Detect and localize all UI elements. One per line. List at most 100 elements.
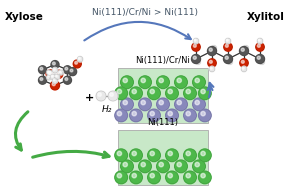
Circle shape: [191, 54, 200, 64]
Circle shape: [132, 89, 136, 94]
Circle shape: [52, 83, 55, 86]
Circle shape: [186, 174, 191, 178]
Circle shape: [225, 44, 228, 47]
Circle shape: [242, 67, 244, 69]
Circle shape: [227, 60, 233, 64]
Circle shape: [257, 44, 260, 47]
Circle shape: [166, 171, 178, 184]
Circle shape: [50, 81, 59, 90]
Circle shape: [69, 68, 77, 76]
Circle shape: [47, 70, 56, 78]
Circle shape: [51, 75, 53, 77]
Circle shape: [96, 91, 106, 101]
Circle shape: [51, 70, 59, 79]
Circle shape: [199, 109, 211, 122]
Circle shape: [121, 160, 133, 173]
Circle shape: [193, 56, 196, 59]
Circle shape: [139, 160, 151, 173]
Text: Ni(111): Ni(111): [148, 118, 179, 127]
Circle shape: [139, 76, 151, 88]
Circle shape: [194, 39, 196, 41]
Circle shape: [53, 68, 55, 70]
Circle shape: [257, 38, 263, 44]
Circle shape: [175, 76, 187, 88]
Circle shape: [123, 78, 127, 83]
Circle shape: [141, 162, 146, 167]
Text: H₂: H₂: [102, 105, 112, 115]
Circle shape: [184, 149, 196, 162]
Circle shape: [177, 100, 182, 105]
Circle shape: [40, 78, 43, 81]
Text: Ni(111)/Cr/Ni > Ni(111): Ni(111)/Cr/Ni > Ni(111): [92, 8, 198, 17]
Circle shape: [244, 46, 246, 48]
Circle shape: [255, 54, 264, 64]
Circle shape: [224, 43, 232, 51]
Circle shape: [132, 151, 136, 156]
Circle shape: [201, 89, 205, 94]
Circle shape: [199, 171, 211, 184]
Circle shape: [150, 151, 155, 156]
Circle shape: [117, 112, 122, 116]
Circle shape: [48, 76, 49, 78]
Circle shape: [141, 100, 146, 105]
Circle shape: [98, 93, 101, 96]
Circle shape: [148, 109, 160, 122]
FancyArrowPatch shape: [15, 112, 28, 150]
Circle shape: [209, 48, 212, 51]
Circle shape: [199, 87, 211, 100]
Circle shape: [168, 151, 173, 156]
FancyArrowPatch shape: [208, 85, 213, 90]
Circle shape: [175, 160, 187, 173]
Circle shape: [148, 171, 160, 184]
Circle shape: [110, 93, 113, 96]
Circle shape: [65, 67, 68, 70]
Circle shape: [46, 75, 52, 80]
Circle shape: [229, 60, 230, 62]
Circle shape: [166, 87, 178, 100]
Circle shape: [50, 74, 56, 80]
Text: +: +: [85, 93, 95, 103]
Circle shape: [51, 61, 59, 69]
Circle shape: [240, 46, 249, 56]
Circle shape: [59, 70, 64, 75]
Circle shape: [52, 69, 57, 74]
Circle shape: [195, 162, 200, 167]
Circle shape: [209, 66, 215, 72]
Circle shape: [48, 71, 49, 73]
Circle shape: [201, 174, 205, 178]
FancyArrowPatch shape: [209, 83, 213, 97]
FancyArrowPatch shape: [84, 22, 191, 40]
Circle shape: [159, 78, 164, 83]
Circle shape: [73, 60, 81, 68]
Circle shape: [53, 70, 55, 72]
Text: Xylose: Xylose: [5, 12, 44, 22]
Circle shape: [157, 98, 169, 111]
Circle shape: [52, 72, 55, 75]
Circle shape: [184, 87, 196, 100]
Circle shape: [132, 112, 136, 116]
Circle shape: [121, 98, 133, 111]
Circle shape: [244, 46, 249, 50]
Circle shape: [56, 72, 59, 75]
FancyBboxPatch shape: [118, 68, 208, 123]
Circle shape: [139, 98, 151, 111]
Circle shape: [48, 71, 51, 74]
Circle shape: [55, 75, 57, 77]
Circle shape: [225, 38, 231, 44]
Circle shape: [54, 74, 60, 80]
Circle shape: [208, 59, 216, 67]
Circle shape: [177, 162, 182, 167]
Circle shape: [115, 149, 128, 162]
Circle shape: [70, 69, 73, 72]
Circle shape: [40, 67, 43, 70]
Circle shape: [211, 46, 217, 50]
Circle shape: [117, 151, 122, 156]
Circle shape: [241, 60, 244, 63]
Circle shape: [65, 78, 68, 81]
Circle shape: [59, 71, 61, 73]
Circle shape: [130, 87, 142, 100]
Circle shape: [52, 62, 55, 65]
Circle shape: [195, 100, 200, 105]
Circle shape: [210, 67, 212, 69]
FancyBboxPatch shape: [118, 130, 208, 185]
